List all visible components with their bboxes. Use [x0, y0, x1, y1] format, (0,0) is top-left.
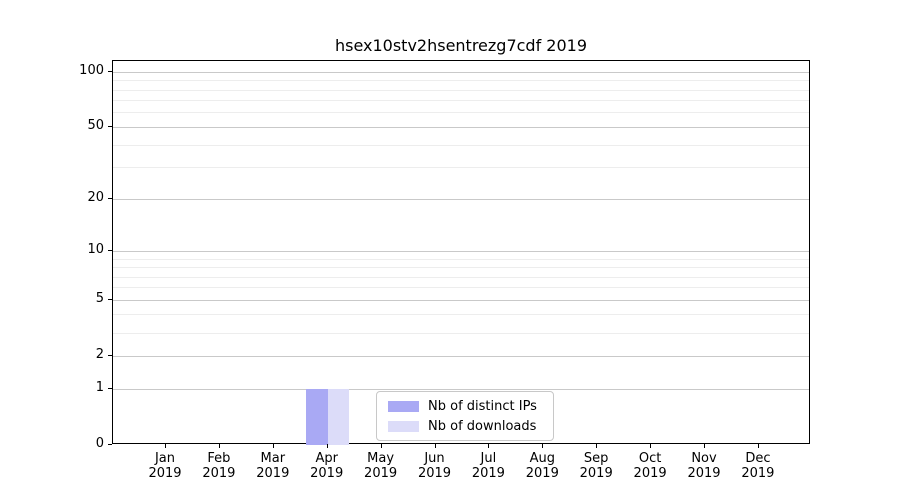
x-axis-tick-label: Apr 2019	[297, 451, 357, 481]
gridline-minor	[113, 276, 809, 278]
legend-label-downloads: Nb of downloads	[428, 418, 537, 434]
month-label: Jul	[480, 451, 497, 466]
month-label: Oct	[638, 451, 662, 466]
x-axis-tick-label: Sep 2019	[566, 451, 626, 481]
year-label: 2019	[256, 466, 290, 481]
gridline-major	[113, 355, 809, 357]
x-tick-mark	[272, 444, 274, 448]
x-tick-mark	[704, 444, 705, 448]
x-tick-mark	[380, 444, 382, 448]
gridline-minor	[113, 287, 809, 289]
legend-entry-distinct-ips: Nb of distinct IPs	[388, 398, 553, 415]
x-axis-tick-label: Dec 2019	[728, 451, 788, 481]
x-tick-mark	[542, 444, 544, 448]
gridline-minor	[113, 80, 809, 82]
gridline-minor	[113, 112, 809, 114]
gridline-major	[113, 126, 809, 128]
month-label: Jan	[154, 451, 176, 466]
y-axis-tick-label: 100	[79, 63, 104, 79]
year-label: 2019	[471, 466, 505, 481]
x-tick-mark	[434, 444, 436, 448]
month-label: Mar	[260, 451, 286, 466]
year-label: 2019	[364, 466, 398, 481]
x-axis-tick-label: Feb 2019	[189, 451, 249, 481]
gridline-major	[113, 198, 809, 200]
gridline-minor	[113, 314, 809, 316]
year-label: 2019	[148, 466, 182, 481]
year-label: 2019	[741, 466, 775, 481]
year-label: 2019	[310, 466, 344, 481]
legend-label-distinct-ips: Nb of distinct IPs	[428, 398, 537, 414]
year-label: 2019	[579, 466, 613, 481]
x-axis-tick-label: Jul 2019	[458, 451, 518, 481]
y-tick-mark	[108, 354, 112, 356]
year-label: 2019	[687, 466, 721, 481]
month-label: Aug	[529, 451, 555, 466]
y-axis-tick-label: 2	[95, 347, 104, 363]
bar-distinct-ips	[306, 389, 328, 445]
chart-title: hsex10stv2hsentrezg7cdf 2019	[334, 36, 588, 55]
legend-entry-downloads: Nb of downloads	[388, 418, 553, 435]
x-axis-tick-label: Oct 2019	[620, 451, 680, 481]
x-tick-mark	[165, 444, 166, 448]
y-tick-mark	[108, 249, 112, 251]
year-label: 2019	[202, 466, 236, 481]
legend: Nb of distinct IPs Nb of downloads	[376, 391, 554, 441]
month-label: Feb	[207, 451, 231, 466]
legend-swatch-downloads	[388, 420, 419, 432]
gridline-minor	[113, 144, 809, 146]
year-label: 2019	[633, 466, 667, 481]
x-tick-mark	[757, 444, 759, 448]
gridline-minor	[113, 258, 809, 260]
y-axis-tick-label: 20	[87, 190, 104, 206]
gridline-minor	[113, 100, 809, 102]
gridline-major	[113, 388, 809, 390]
y-tick-mark	[108, 443, 112, 445]
gridline-major	[113, 299, 809, 301]
month-label: Apr	[315, 451, 338, 466]
gridline-minor	[113, 267, 809, 268]
x-axis-tick-label: Jan 2019	[135, 451, 195, 481]
gridline-minor	[113, 332, 809, 334]
x-tick-mark	[218, 444, 220, 448]
month-label: Jun	[424, 451, 445, 466]
x-tick-mark	[488, 444, 490, 448]
month-label: Sep	[583, 451, 609, 466]
legend-swatch-distinct-ips	[388, 400, 419, 412]
x-axis-tick-label: Nov 2019	[674, 451, 734, 481]
year-label: 2019	[525, 466, 559, 481]
x-axis-tick-label: May 2019	[351, 451, 411, 481]
gridline-minor	[113, 89, 809, 91]
plot-area	[112, 60, 810, 445]
x-axis-tick-label: Jun 2019	[405, 451, 465, 481]
gridline-major	[113, 71, 809, 73]
month-label: Nov	[691, 451, 717, 466]
month-label: Dec	[745, 451, 771, 466]
y-axis-tick-label: 1	[95, 380, 104, 395]
x-tick-mark	[650, 444, 652, 448]
x-axis-tick-label: Mar 2019	[243, 451, 303, 481]
y-axis-tick-label: 50	[87, 118, 104, 134]
bar-downloads	[327, 389, 350, 445]
year-label: 2019	[417, 466, 452, 481]
y-tick-mark	[108, 197, 112, 199]
y-tick-mark	[108, 125, 112, 127]
x-tick-mark	[326, 444, 328, 448]
y-tick-mark	[108, 298, 112, 300]
x-axis-tick-label: Aug 2019	[512, 451, 572, 481]
y-tick-mark	[108, 70, 112, 72]
y-axis-tick-label: 5	[95, 291, 104, 307]
y-axis-tick-label: 10	[87, 242, 104, 258]
gridline-minor	[113, 167, 809, 169]
y-axis-tick-label: 0	[95, 436, 104, 451]
month-label: May	[367, 451, 395, 466]
x-tick-mark	[596, 444, 598, 448]
gridline-major	[113, 250, 809, 252]
y-tick-mark	[108, 387, 112, 389]
